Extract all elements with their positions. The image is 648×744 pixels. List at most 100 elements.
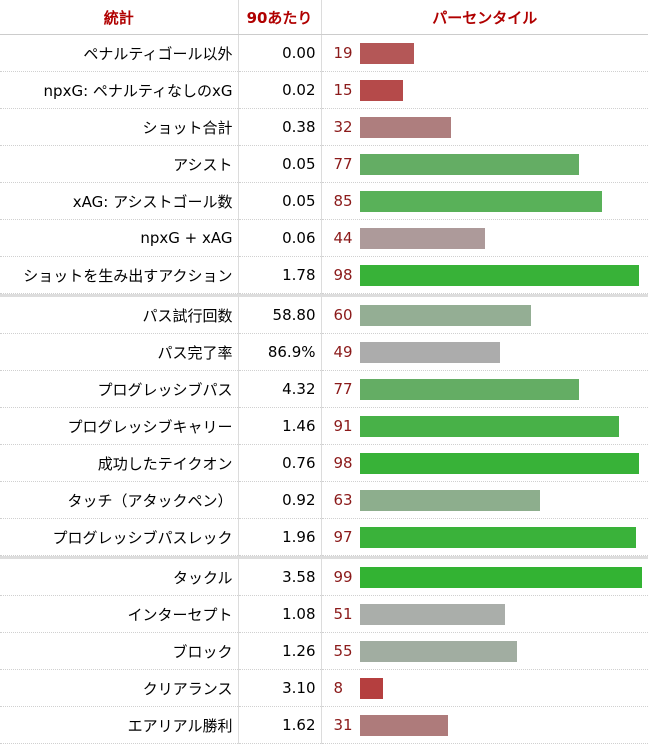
- per90-column-header[interactable]: 90あたり: [237, 0, 322, 35]
- percentile-bar: [359, 228, 485, 249]
- percentile-value: 44: [333, 229, 353, 247]
- table-row: ショット合計 0.38 32: [0, 108, 648, 146]
- percentile-bar: [359, 43, 414, 64]
- per90-value: 0.05: [237, 145, 322, 183]
- stat-name[interactable]: エアリアル勝利: [0, 706, 238, 744]
- per90-value: 0.92: [237, 481, 322, 519]
- percentile-cell: 51: [321, 595, 648, 633]
- group-separator: [0, 555, 648, 559]
- stat-name[interactable]: プログレッシブパス: [0, 370, 238, 408]
- stat-name[interactable]: ショットを生み出すアクション: [0, 256, 238, 294]
- percentile-cell: 19: [321, 34, 648, 72]
- percentile-bar: [359, 117, 451, 138]
- percentile-cell: 97: [321, 518, 648, 556]
- percentile-cell: 99: [321, 559, 648, 596]
- percentile-value: 97: [333, 528, 353, 546]
- table-row: アシスト 0.05 77: [0, 145, 648, 183]
- table-row: パス完了率 86.9% 49: [0, 333, 648, 371]
- table-row: npxG: ペナルティなしのxG 0.02 15: [0, 71, 648, 109]
- percentile-cell: 77: [321, 370, 648, 408]
- stat-name[interactable]: インターセプト: [0, 595, 238, 633]
- percentile-cell: 44: [321, 219, 648, 257]
- per90-value: 1.08: [237, 595, 322, 633]
- percentile-bar: [359, 678, 383, 699]
- percentile-cell: 77: [321, 145, 648, 183]
- per90-value: 1.96: [237, 518, 322, 556]
- table-row: タックル 3.58 99: [0, 559, 648, 596]
- percentile-value: 60: [333, 306, 353, 324]
- stat-name[interactable]: クリアランス: [0, 669, 238, 707]
- table-row: 成功したテイクオン 0.76 98: [0, 444, 648, 482]
- percentile-bar: [359, 527, 636, 548]
- percentile-value: 85: [333, 192, 353, 210]
- percentile-cell: 49: [321, 333, 648, 371]
- stat-name[interactable]: npxG: ペナルティなしのxG: [0, 71, 238, 109]
- per90-value: 4.32: [237, 370, 322, 408]
- percentile-value: 32: [333, 118, 353, 136]
- stat-name[interactable]: xAG: アシストゴール数: [0, 182, 238, 220]
- table-row: ショットを生み出すアクション 1.78 98: [0, 256, 648, 294]
- percentile-cell: 15: [321, 71, 648, 109]
- percentile-bar: [359, 305, 531, 326]
- stat-name[interactable]: 成功したテイクオン: [0, 444, 238, 482]
- percentile-bar: [359, 80, 403, 101]
- percentile-value: 99: [333, 568, 353, 586]
- percentile-cell: 91: [321, 407, 648, 445]
- group-separator: [0, 293, 648, 297]
- stat-name[interactable]: ブロック: [0, 632, 238, 670]
- stat-name[interactable]: プログレッシブパスレック: [0, 518, 238, 556]
- per90-value: 1.78: [237, 256, 322, 294]
- percentile-cell: 85: [321, 182, 648, 220]
- per90-value: 0.38: [237, 108, 322, 146]
- per90-value: 58.80: [237, 297, 322, 334]
- percentile-bar: [359, 715, 448, 736]
- stat-name[interactable]: npxG + xAG: [0, 219, 238, 257]
- percentile-cell: 98: [321, 256, 648, 294]
- stat-name[interactable]: パス試行回数: [0, 297, 238, 334]
- percentile-value: 51: [333, 605, 353, 623]
- percentile-cell: 31: [321, 706, 648, 744]
- per90-value: 0.76: [237, 444, 322, 482]
- percentile-bar: [359, 490, 540, 511]
- table-body: ペナルティゴール以外 0.00 19 npxG: ペナルティなしのxG 0.02 15 ショ…: [0, 34, 648, 744]
- table-row: インターセプト 1.08 51: [0, 595, 648, 633]
- percentile-value: 98: [333, 266, 353, 284]
- table-row: タッチ（アタックペン） 0.92 63: [0, 481, 648, 519]
- percentile-bar: [359, 191, 602, 212]
- group-separator-cell: [0, 555, 648, 559]
- stat-name[interactable]: アシスト: [0, 145, 238, 183]
- table-row: プログレッシブパスレック 1.96 97: [0, 518, 648, 556]
- per90-value: 3.58: [237, 559, 322, 596]
- percentile-cell: 60: [321, 297, 648, 334]
- percentile-cell: 55: [321, 632, 648, 670]
- stat-name[interactable]: タッチ（アタックペン）: [0, 481, 238, 519]
- stat-name[interactable]: ペナルティゴール以外: [0, 34, 238, 72]
- table-row: エアリアル勝利 1.62 31: [0, 706, 648, 744]
- stat-name[interactable]: プログレッシブキャリー: [0, 407, 238, 445]
- percentile-value: 77: [333, 380, 353, 398]
- per90-value: 0.00: [237, 34, 322, 72]
- group-separator-cell: [0, 293, 648, 297]
- percentile-value: 31: [333, 716, 353, 734]
- stat-name[interactable]: ショット合計: [0, 108, 238, 146]
- table-row: ペナルティゴール以外 0.00 19: [0, 34, 648, 72]
- percentile-bar: [359, 567, 642, 588]
- table-row: クリアランス 3.10 8: [0, 669, 648, 707]
- percentile-cell: 8: [321, 669, 648, 707]
- percentile-column-header[interactable]: パーセンタイル: [321, 0, 648, 35]
- percentile-value: 55: [333, 642, 353, 660]
- stat-name[interactable]: タックル: [0, 559, 238, 596]
- percentile-bar: [359, 265, 639, 286]
- percentile-bar: [359, 641, 517, 662]
- percentile-cell: 63: [321, 481, 648, 519]
- header-row: 統計 90あたり パーセンタイル: [0, 0, 648, 35]
- percentile-value: 8: [333, 679, 344, 697]
- stat-column-header[interactable]: 統計: [0, 0, 238, 35]
- percentile-value: 91: [333, 417, 353, 435]
- stat-name[interactable]: パス完了率: [0, 333, 238, 371]
- percentile-bar: [359, 342, 500, 363]
- percentile-bar: [359, 379, 579, 400]
- table-row: プログレッシブパス 4.32 77: [0, 370, 648, 408]
- per90-value: 1.62: [237, 706, 322, 744]
